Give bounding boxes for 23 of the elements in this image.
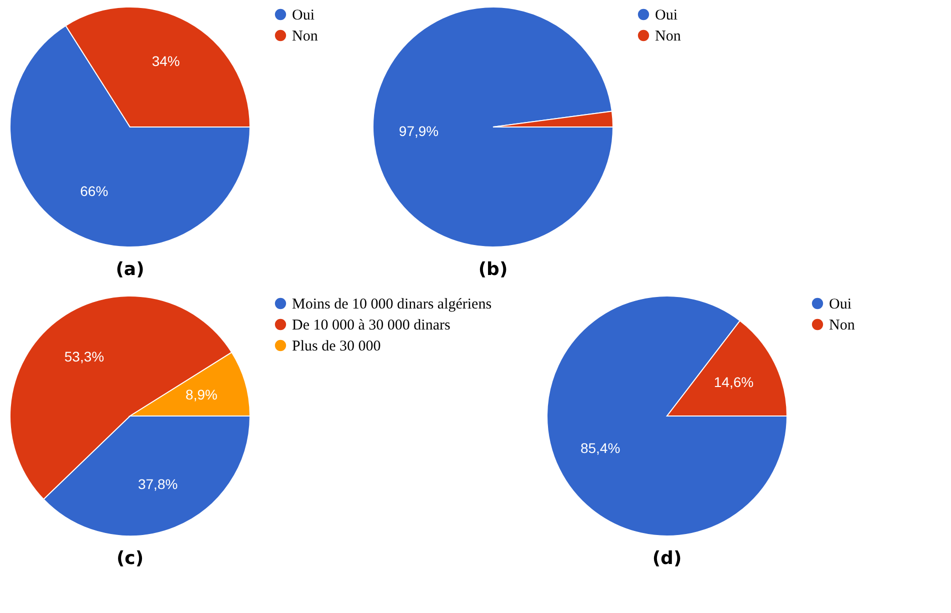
data-label: 85,4% [580, 440, 620, 456]
data-label: 8,9% [186, 386, 218, 402]
data-label: 14,6% [714, 374, 754, 390]
legend-label: Plus de 30 000 [292, 338, 381, 354]
text: (d) [652, 548, 682, 569]
pie-slice [372, 6, 614, 248]
text: (c) [116, 548, 144, 569]
data-label: 66% [80, 183, 108, 200]
legend-label: Oui [655, 8, 678, 24]
legend-label: Oui [829, 296, 852, 312]
pie-slice [546, 296, 788, 536]
legend-label: Moins de 10 000 dinars algériens [292, 296, 492, 312]
data-label: 97,9% [398, 122, 439, 139]
legend-label: De 10 000 à 30 000 dinars [292, 318, 450, 334]
data-label: 34% [152, 52, 180, 69]
data-label: 37,8% [138, 476, 178, 492]
text: (b) [478, 259, 508, 280]
legend-label: Non [292, 28, 318, 44]
data-label: 53,3% [64, 348, 104, 364]
text: (a) [116, 259, 144, 280]
legend-label: Non [829, 318, 856, 334]
legend-label: Non [655, 28, 682, 44]
legend-label: Oui [292, 8, 314, 24]
